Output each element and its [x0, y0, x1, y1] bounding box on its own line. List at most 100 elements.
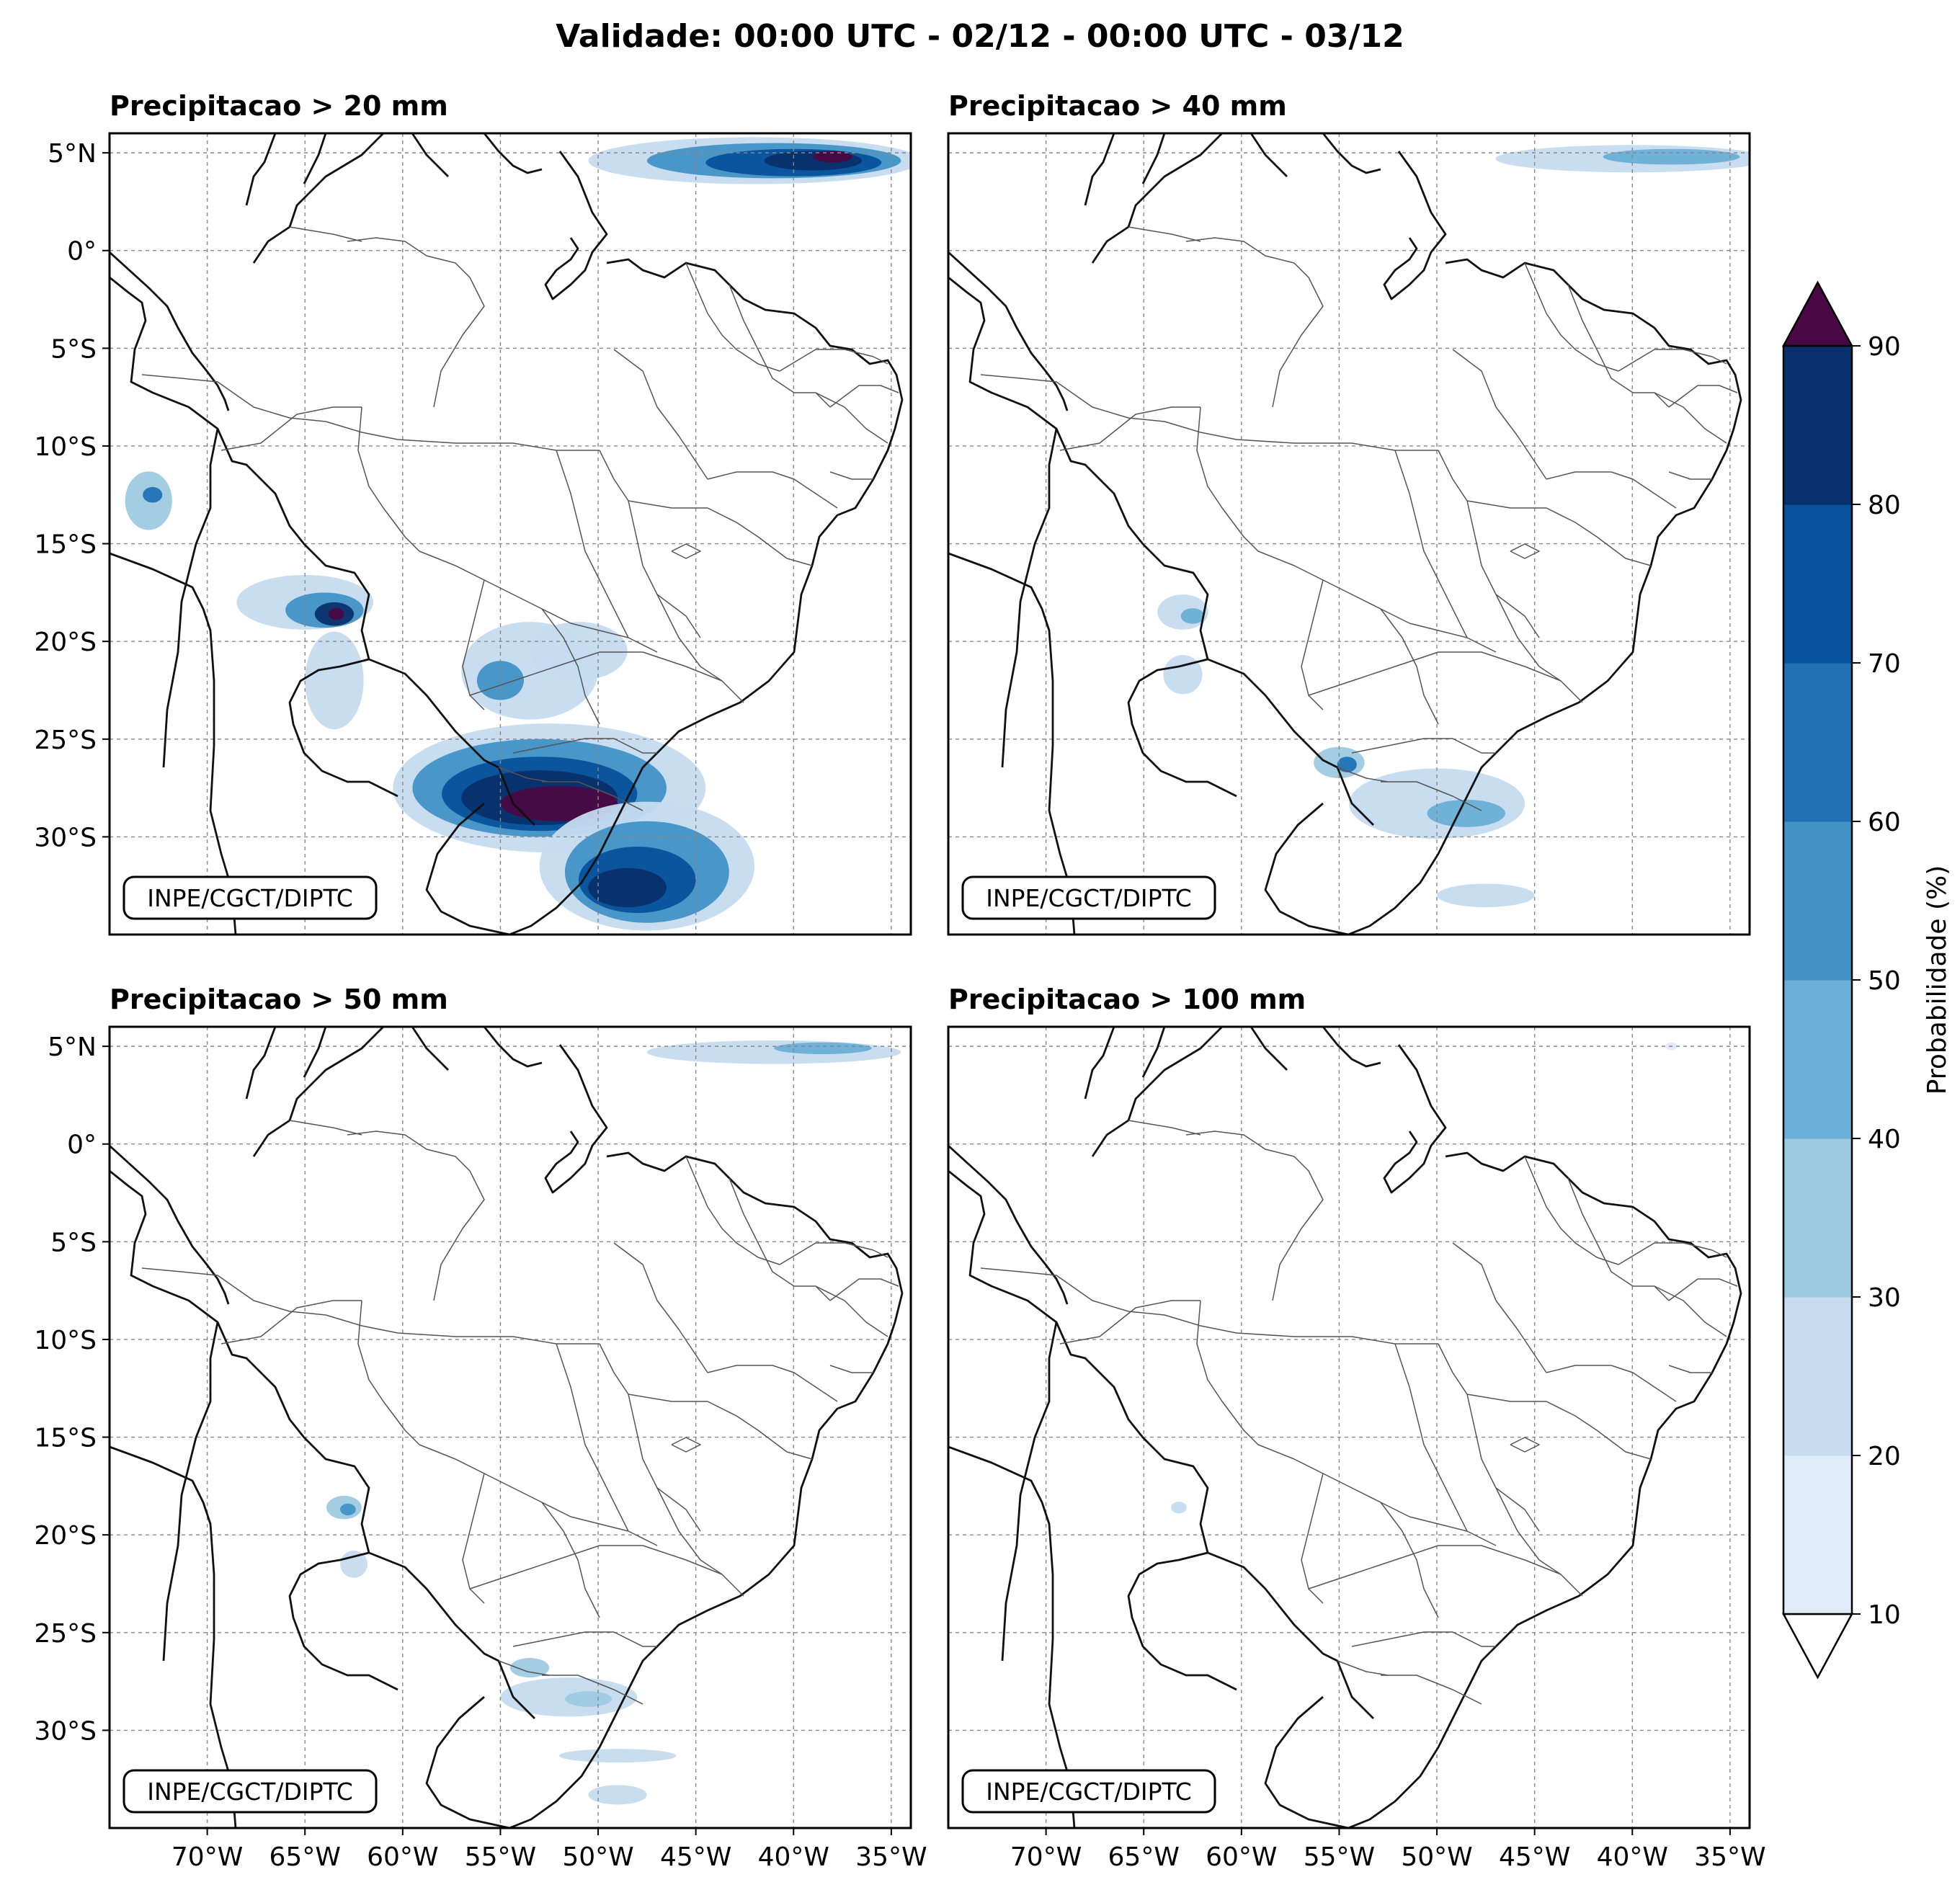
probability-area — [1437, 883, 1535, 908]
map-panel: Precipitacao > 50 mm INPE/CGCT/DIPTC 5°N 0°… — [34, 984, 927, 1872]
credit-badge: INPE/CGCT/DIPTC — [122, 875, 378, 920]
lat-tick-label: 20°S — [34, 1521, 97, 1551]
colorbar-tick-label: 90 — [1868, 332, 1901, 362]
credit-badge: INPE/CGCT/DIPTC — [122, 1769, 378, 1814]
colorbar-segment — [1783, 1297, 1852, 1456]
probability-area — [564, 1691, 612, 1707]
lon-tick-label: 65°W — [270, 1842, 341, 1872]
panel-frame — [947, 132, 1751, 936]
lon-tick-label: 35°W — [855, 1842, 927, 1872]
panel-title: Precipitacao > 50 mm — [110, 984, 448, 1015]
colorbar-over-arrow — [1781, 280, 1854, 347]
lon-tick-label: 65°W — [1108, 1842, 1180, 1872]
probability-area — [530, 622, 628, 681]
coastlines-and-borders — [948, 133, 1742, 935]
lon-tick-label: 50°W — [1401, 1842, 1472, 1872]
lat-tick-label: 30°S — [34, 823, 97, 852]
figure-title: Validade: 00:00 UTC - 02/12 - 00:00 UTC … — [556, 18, 1404, 55]
colorbar-tick-label: 50 — [1868, 966, 1901, 996]
lat-tick-label: 0° — [67, 237, 97, 267]
lat-tick-label: 5°S — [50, 334, 97, 364]
lon-tick-label: 55°W — [465, 1842, 536, 1872]
credit-text: INPE/CGCT/DIPTC — [986, 1778, 1192, 1806]
colorbar-tick-label: 10 — [1868, 1600, 1901, 1630]
probability-area — [1163, 655, 1203, 695]
lon-tick-label: 70°W — [172, 1842, 243, 1872]
lon-tick-label: 35°W — [1694, 1842, 1765, 1872]
lat-tick-label: 5°N — [48, 139, 97, 169]
probability-area — [588, 868, 667, 908]
lat-tick-label: 15°S — [34, 530, 97, 560]
lon-tick-label: 55°W — [1304, 1842, 1375, 1872]
probability-area — [813, 151, 852, 163]
panels: Precipitacao > 20 mm INPE/CGCT/DIPTC 5°N 0°… — [34, 90, 1766, 1872]
colorbar-segment — [1783, 1138, 1852, 1298]
colorbar-label: Probabilidade (%) — [1923, 865, 1952, 1095]
colorbar-segment — [1783, 504, 1852, 664]
lon-tick-label: 40°W — [758, 1842, 829, 1872]
probability-area — [1171, 1502, 1187, 1514]
lon-tick-label: 60°W — [1206, 1842, 1277, 1872]
colorbar-segment — [1783, 821, 1852, 981]
probability-area — [1180, 608, 1205, 624]
panel-frame — [108, 132, 912, 936]
lat-tick-label: 0° — [67, 1131, 97, 1160]
colorbar-segment — [1783, 1455, 1852, 1615]
lat-tick-label: 10°S — [34, 432, 97, 462]
credit-badge: INPE/CGCT/DIPTC — [961, 1769, 1216, 1814]
lat-tick-label: 25°S — [34, 726, 97, 755]
probability-area — [143, 486, 163, 503]
panel-frame — [108, 1025, 912, 1829]
colorbar-tick-label: 70 — [1868, 649, 1901, 679]
lat-tick-label: 10°S — [34, 1326, 97, 1355]
coastlines-and-borders — [948, 1027, 1742, 1828]
colorbar-tick-label: 60 — [1868, 808, 1901, 837]
probability-area — [1427, 799, 1505, 827]
colorbar-tick-label: 30 — [1868, 1283, 1901, 1313]
lon-tick-label: 50°W — [562, 1842, 633, 1872]
coastlines-and-borders — [110, 1027, 904, 1828]
probability-area — [1603, 148, 1740, 165]
colorbar-tick-label: 20 — [1868, 1442, 1901, 1471]
probability-area — [510, 1658, 550, 1678]
colorbar: 10 20 30 40 50 60 70 80 90 Probabilidade (%) — [1781, 280, 1952, 1680]
colorbar-segment — [1783, 663, 1852, 822]
probability-area — [328, 608, 344, 620]
panel-title: Precipitacao > 20 mm — [110, 90, 448, 122]
probability-area — [774, 1042, 872, 1054]
colorbar-tick-label: 80 — [1868, 491, 1901, 520]
map-panel: Precipitacao > 40 mm INPE/CGCT/DIPTC — [947, 90, 1751, 936]
credit-badge: INPE/CGCT/DIPTC — [961, 875, 1216, 920]
lat-tick-label: 25°S — [34, 1619, 97, 1649]
lon-tick-label: 45°W — [660, 1842, 731, 1872]
probability-area — [558, 1749, 677, 1763]
credit-text: INPE/CGCT/DIPTC — [986, 884, 1192, 912]
lat-tick-label: 5°S — [50, 1228, 97, 1257]
panel-title: Precipitacao > 40 mm — [948, 90, 1287, 122]
credit-text: INPE/CGCT/DIPTC — [147, 1778, 353, 1806]
lat-tick-label: 5°N — [48, 1033, 97, 1062]
lon-tick-label: 45°W — [1499, 1842, 1570, 1872]
colorbar-segment — [1783, 980, 1852, 1139]
panel-title: Precipitacao > 100 mm — [948, 984, 1306, 1015]
probability-area — [340, 1503, 356, 1516]
probability-area — [476, 661, 524, 700]
lat-tick-label: 15°S — [34, 1424, 97, 1453]
panel-frame — [947, 1025, 1751, 1829]
colorbar-segment — [1783, 346, 1852, 505]
lat-tick-label: 20°S — [34, 628, 97, 657]
probability-area — [1337, 757, 1357, 772]
probability-area — [646, 1040, 901, 1064]
lat-tick-label: 30°S — [34, 1716, 97, 1746]
map-panel: Precipitacao > 100 mm INPE/CGCT/DIPTC 70°W… — [947, 984, 1766, 1872]
probability-area — [588, 1785, 647, 1805]
credit-text: INPE/CGCT/DIPTC — [147, 884, 353, 912]
colorbar-tick-label: 40 — [1868, 1125, 1901, 1154]
lon-tick-label: 70°W — [1010, 1842, 1082, 1872]
probability-area — [305, 631, 364, 730]
lon-tick-label: 60°W — [367, 1842, 438, 1872]
colorbar-under-arrow — [1781, 1613, 1854, 1680]
lon-tick-label: 40°W — [1597, 1842, 1668, 1872]
map-panel: Precipitacao > 20 mm INPE/CGCT/DIPTC 5°N 0°… — [34, 90, 912, 936]
